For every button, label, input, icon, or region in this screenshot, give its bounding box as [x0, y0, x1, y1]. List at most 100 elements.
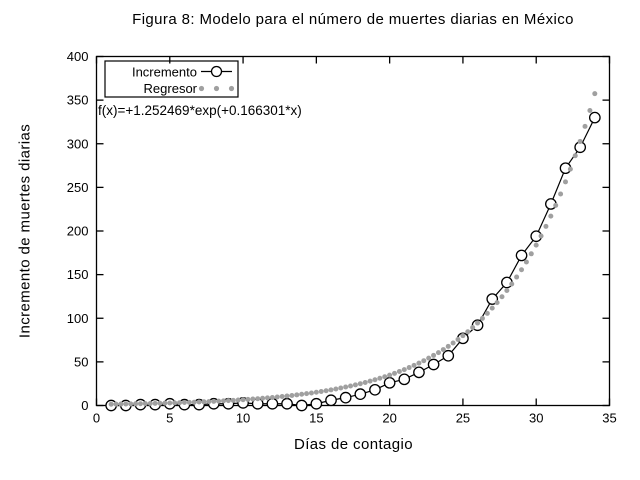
- y-tick-label: 200: [67, 224, 89, 239]
- x-tick-label: 15: [309, 411, 323, 426]
- x-tick-label: 35: [602, 411, 616, 426]
- regresor-dot: [377, 375, 383, 381]
- regresor-dot: [460, 333, 466, 339]
- regresor-dot: [367, 378, 373, 384]
- legend-circle-sample: [210, 65, 223, 78]
- x-axis-label: Días de contagio: [294, 436, 413, 453]
- y-tick-label: 300: [67, 136, 89, 151]
- regresor-dot: [543, 223, 549, 229]
- y-tick-label: 350: [67, 93, 89, 108]
- x-tick-label: 10: [236, 411, 250, 426]
- y-tick-label: 400: [67, 49, 89, 64]
- regresor-dot: [504, 288, 510, 294]
- x-tick-label: 20: [382, 411, 396, 426]
- x-tick-label: 25: [456, 411, 470, 426]
- regresor-dot: [494, 300, 500, 306]
- incremento-marker: [354, 388, 367, 401]
- fit-equation-annotation: f(x)=+1.252469*exp(+0.166301*x): [98, 103, 302, 118]
- regresor-dot: [479, 315, 485, 321]
- regresor-dot: [562, 179, 568, 185]
- regresor-dot: [533, 242, 539, 248]
- incremento-marker: [369, 383, 381, 396]
- regresor-dot: [294, 392, 300, 398]
- regresor-dot: [191, 399, 197, 405]
- regresor-dot: [352, 382, 358, 388]
- regresor-dot: [421, 358, 427, 364]
- regresor-dot: [186, 399, 192, 405]
- regresor-dot: [128, 401, 134, 407]
- regresor-dot: [382, 374, 388, 380]
- incremento-marker: [442, 349, 455, 362]
- regresor-dot: [221, 398, 227, 404]
- regresor-dot: [509, 281, 515, 287]
- regresor-dot: [279, 394, 285, 400]
- regresor-dot: [147, 400, 153, 406]
- legend-label-incremento: Incremento: [132, 65, 197, 80]
- regresor-dot: [289, 392, 295, 398]
- y-axis-label: Incremento de muertes diarias: [16, 123, 34, 339]
- regresor-dot: [475, 320, 481, 326]
- regresor-dot: [201, 399, 207, 405]
- regresor-dot: [255, 396, 261, 402]
- regresor-dot: [313, 389, 319, 395]
- regresor-dot: [401, 367, 407, 373]
- regresor-dot: [406, 365, 412, 371]
- regresor-dot: [323, 388, 329, 394]
- regresor-dot: [172, 400, 178, 406]
- regresor-dot: [211, 398, 217, 404]
- regresor-dot: [333, 386, 339, 392]
- chart-title: Figura 8: Modelo para el número de muert…: [132, 11, 574, 28]
- regresor-dot: [338, 385, 344, 391]
- regresor-dot: [318, 389, 324, 395]
- regresor-dot: [299, 391, 305, 397]
- regresor-dot: [328, 387, 334, 393]
- regresor-dot: [230, 397, 236, 403]
- incremento-line: [111, 117, 596, 407]
- regresor-dot: [426, 355, 432, 361]
- regresor-dot: [157, 400, 163, 406]
- incremento-marker: [515, 249, 528, 262]
- regresor-dot: [372, 377, 378, 383]
- regresor-dot: [489, 305, 495, 311]
- regresor-dot: [396, 369, 402, 375]
- regresor-dot: [269, 394, 275, 400]
- regresor-dot: [582, 123, 588, 129]
- regresor-dot: [416, 360, 422, 366]
- regresor-dot: [118, 401, 124, 407]
- regresor-dot: [123, 401, 129, 407]
- incremento-marker: [383, 376, 396, 389]
- regresor-dot: [142, 401, 148, 407]
- regresor-dot: [308, 390, 314, 396]
- regresor-dot: [465, 329, 471, 335]
- regresor-dot: [455, 336, 461, 342]
- regresor-dot: [348, 383, 354, 389]
- regresor-dot: [572, 153, 578, 159]
- regresor-dot: [577, 138, 583, 144]
- regresor-dot: [435, 350, 441, 356]
- x-axis-ticks: 0 5 10 15 20 25 30 35: [93, 56, 617, 426]
- regresor-dot: [304, 391, 310, 397]
- regresor-dot: [274, 394, 280, 400]
- regresor-dot: [216, 398, 222, 404]
- legend-dot-sample: [198, 85, 205, 92]
- x-tick-label: 5: [166, 411, 173, 426]
- incremento-marker: [281, 397, 293, 410]
- regresor-dot: [240, 397, 246, 403]
- regresor-dot: [196, 399, 202, 405]
- incremento-marker: [310, 397, 323, 410]
- regresor-dot: [362, 379, 368, 385]
- y-axis-ticks: 0 50 100 150 200 250 300 350 400: [67, 49, 610, 413]
- y-tick-label: 0: [81, 398, 88, 413]
- regresor-dot: [181, 400, 187, 406]
- incremento-marker: [295, 399, 308, 412]
- regresor-dot: [519, 267, 525, 273]
- regresor-dot: [567, 166, 573, 172]
- incremento-marker: [398, 373, 411, 386]
- incremento-marker: [325, 394, 337, 407]
- regresor-dot: [538, 233, 544, 239]
- regresor-dot: [392, 370, 398, 376]
- x-tick-label: 0: [93, 411, 100, 426]
- incremento-marker: [588, 111, 601, 124]
- regresor-dot: [206, 399, 212, 405]
- regresor-dot: [387, 372, 393, 378]
